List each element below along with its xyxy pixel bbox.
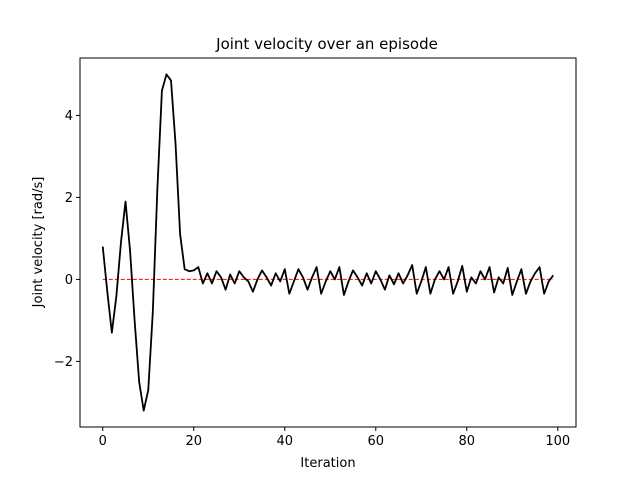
x-tick-label: 80 bbox=[459, 434, 476, 449]
x-tick-label: 20 bbox=[185, 434, 202, 449]
x-tick-label: 40 bbox=[276, 434, 293, 449]
x-tick-label: 0 bbox=[99, 434, 107, 449]
y-axis-label: Joint velocity [rad/s] bbox=[31, 177, 46, 309]
y-tick-label: −2 bbox=[54, 355, 73, 370]
y-tick-label: 2 bbox=[65, 191, 73, 206]
plot-area bbox=[101, 73, 554, 412]
x-tick-label: 100 bbox=[545, 434, 570, 449]
y-tick-label: 4 bbox=[65, 109, 73, 124]
axis-ticks: 0 20 40 60 80 100 −2 0 2 4 bbox=[54, 109, 570, 449]
y-tick-label: 0 bbox=[65, 273, 73, 288]
x-tick-label: 60 bbox=[368, 434, 385, 449]
plot-frame bbox=[79, 57, 577, 428]
x-axis-label: Iteration bbox=[300, 456, 355, 471]
chart-title: Joint velocity over an episode bbox=[215, 35, 438, 53]
velocity-series-line bbox=[101, 73, 554, 412]
